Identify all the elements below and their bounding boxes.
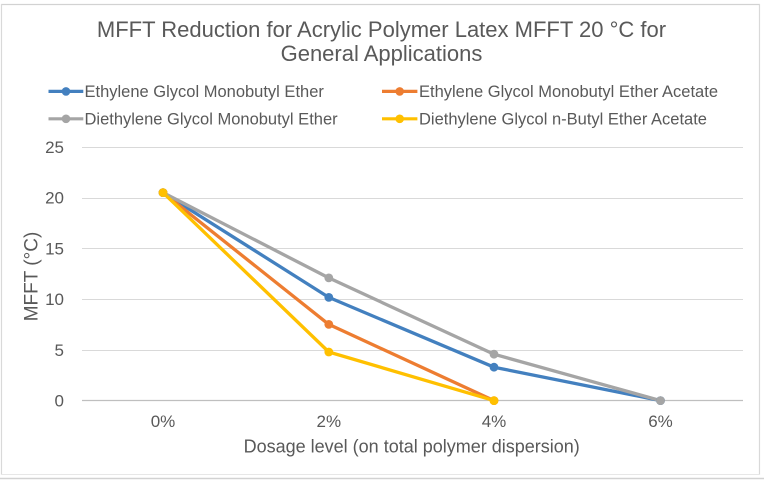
svg-text:0: 0: [55, 392, 64, 411]
svg-text:Dosage level (on total polymer: Dosage level (on total polymer dispersio…: [244, 437, 580, 457]
svg-text:5: 5: [55, 341, 64, 360]
svg-text:20: 20: [45, 189, 64, 208]
svg-text:4%: 4%: [482, 412, 507, 431]
svg-text:15: 15: [45, 239, 64, 258]
svg-text:Diethylene Glycol n-Butyl Ethe: Diethylene Glycol n-Butyl Ether Acetate: [419, 110, 707, 128]
svg-text:Diethylene Glycol Monobutyl Et: Diethylene Glycol Monobutyl Ether: [85, 110, 339, 128]
svg-text:Ethylene Glycol Monobutyl Ethe: Ethylene Glycol Monobutyl Ether Acetate: [419, 83, 718, 101]
svg-text:10: 10: [45, 290, 64, 309]
svg-text:0%: 0%: [151, 412, 176, 431]
svg-text:6%: 6%: [648, 412, 673, 431]
svg-text:MFFT (°C): MFFT (°C): [22, 232, 43, 322]
svg-text:25: 25: [45, 138, 64, 157]
svg-text:MFFT Reduction for Acrylic Pol: MFFT Reduction for Acrylic Polymer Latex…: [97, 17, 666, 42]
svg-text:General Applications: General Applications: [281, 41, 483, 66]
svg-text:Ethylene Glycol Monobutyl Ethe: Ethylene Glycol Monobutyl Ether: [85, 83, 325, 101]
svg-text:2%: 2%: [317, 412, 342, 431]
